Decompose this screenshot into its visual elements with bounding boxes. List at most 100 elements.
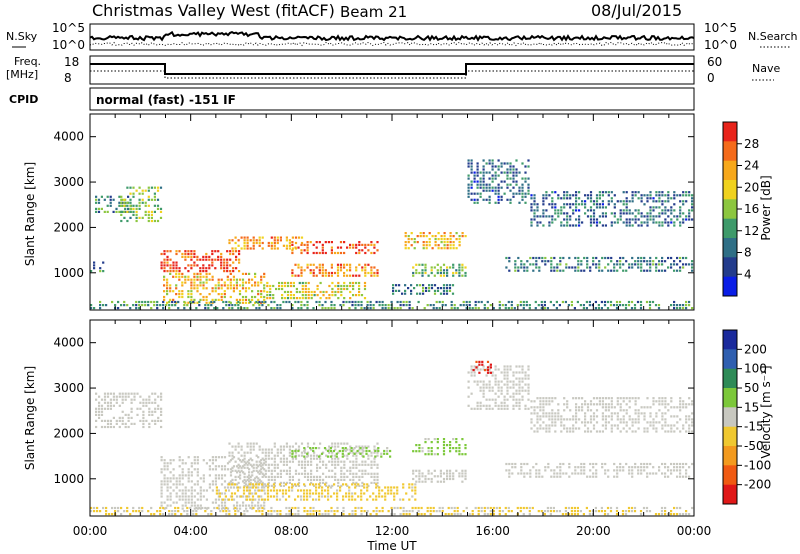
echo-cell — [266, 489, 270, 492]
echo-cell — [248, 492, 252, 495]
echo-cell — [95, 207, 98, 210]
echo-cell — [254, 498, 257, 501]
echo-cell — [95, 210, 98, 213]
echo-cell — [512, 195, 515, 198]
echo-cell — [207, 304, 210, 307]
echo-cell — [503, 192, 506, 195]
echo-cell — [583, 462, 586, 466]
echo-cell — [294, 513, 297, 516]
echo-cell — [589, 400, 593, 403]
echo-cell — [539, 427, 542, 430]
echo-cell — [507, 506, 510, 510]
echo-cell — [162, 304, 165, 307]
echo-cell — [568, 266, 571, 269]
echo-cell — [355, 472, 358, 475]
echo-cell — [370, 460, 373, 463]
echo-cell — [634, 430, 637, 433]
echo-cell — [558, 510, 561, 513]
echo-cell — [166, 293, 169, 296]
echo-cell — [470, 392, 473, 395]
echo-cell — [199, 489, 202, 492]
echo-cell — [637, 263, 640, 266]
echo-cell — [217, 293, 220, 296]
echo-cell — [389, 455, 392, 458]
echo-cell — [138, 506, 141, 510]
echo-cell — [512, 165, 515, 168]
echo-cell — [304, 290, 307, 294]
echo-cell — [442, 450, 446, 453]
echo-cell — [106, 419, 110, 422]
echo-cell — [199, 272, 202, 275]
echo-cell — [297, 489, 300, 492]
echo-cell — [246, 247, 249, 250]
echo-cell — [196, 471, 199, 474]
echo-cell — [291, 274, 294, 277]
echo-cell — [422, 232, 425, 235]
echo-cell — [664, 418, 667, 421]
echo-cell — [455, 469, 458, 472]
echo-cell — [360, 492, 363, 495]
echo-cell — [354, 307, 357, 310]
echo-cell — [441, 300, 444, 304]
echo-cell — [240, 466, 243, 469]
echo-cell — [461, 232, 464, 235]
echo-cell — [309, 483, 312, 486]
echo-cell — [306, 495, 309, 498]
echo-cell — [485, 171, 488, 174]
echo-cell — [193, 489, 196, 492]
echo-cell — [249, 239, 252, 242]
echo-cell — [312, 307, 315, 310]
echo-cell — [498, 307, 501, 310]
echo-cell — [118, 210, 121, 213]
echo-cell — [272, 284, 275, 288]
echo-cell — [228, 239, 231, 242]
echo-cell — [411, 489, 414, 492]
echo-cell — [90, 510, 93, 513]
echo-cell — [685, 430, 688, 433]
echo-cell — [231, 304, 234, 307]
echo-cell — [211, 456, 214, 459]
echo-cell — [348, 486, 351, 489]
echo-cell — [682, 427, 685, 430]
echo-cell — [109, 195, 112, 198]
echo-cell — [619, 218, 622, 221]
echo-cell — [348, 492, 351, 495]
echo-cell — [664, 206, 667, 209]
echo-cell — [211, 275, 214, 278]
echo-cell — [150, 307, 153, 310]
echo-cell — [220, 284, 223, 287]
x-tick-label: 00:00 — [73, 524, 108, 538]
echo-cell — [524, 389, 527, 392]
echo-cell — [378, 486, 381, 489]
echo-cell — [115, 210, 118, 213]
echo-cell — [318, 271, 321, 275]
echo-cell — [226, 468, 230, 471]
echo-cell — [211, 252, 214, 256]
echo-cell — [434, 241, 437, 244]
echo-cell — [622, 263, 625, 266]
echo-cell — [514, 466, 517, 469]
echo-cell — [439, 287, 443, 290]
echo-cell — [682, 200, 685, 203]
echo-cell — [282, 469, 285, 472]
echo-cell — [514, 269, 517, 272]
echo-cell — [223, 258, 226, 261]
echo-cell — [244, 272, 248, 275]
echo-cell — [315, 489, 318, 492]
echo-cell — [676, 256, 679, 260]
echo-cell — [634, 218, 637, 221]
echo-cell — [453, 513, 456, 516]
echo-cell — [434, 238, 437, 241]
echo-cell — [509, 386, 512, 389]
echo-cell — [421, 263, 424, 266]
echo-cell — [630, 510, 634, 513]
echo-cell — [248, 301, 251, 304]
echo-cell — [315, 498, 318, 501]
echo-cell — [196, 468, 199, 471]
echo-cell — [426, 304, 429, 307]
echo-cell — [601, 200, 604, 203]
echo-cell — [418, 472, 421, 475]
echo-cell — [528, 510, 531, 513]
echo-cell — [404, 284, 407, 287]
echo-cell — [515, 180, 518, 183]
